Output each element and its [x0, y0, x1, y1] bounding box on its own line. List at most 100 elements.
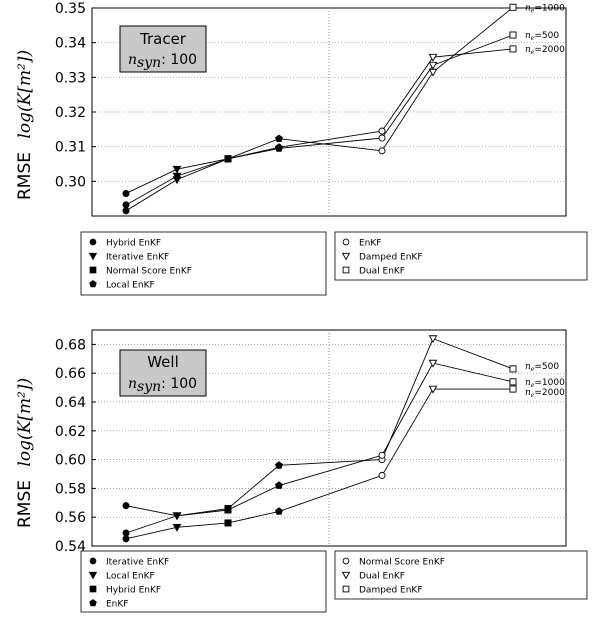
tracer-legend-left: Hybrid EnKF Iterative EnKF Normal Score En… — [80, 231, 327, 296]
well-ylabel-prefix: RMSE — [15, 480, 35, 528]
well-y-tick-label: 0.56 — [55, 510, 86, 526]
well-data-point — [122, 502, 130, 510]
well-y-tick-label: 0.62 — [55, 424, 86, 440]
well-legend-entry: Local EnKF — [106, 572, 155, 582]
well-box-nsyn: nsyn: 100 — [128, 376, 197, 395]
well-data-point — [275, 461, 283, 469]
tracer-end-point — [509, 31, 517, 39]
well-series-line-2 — [125, 388, 513, 540]
tracer-data-point — [122, 189, 130, 197]
well-data-point — [122, 529, 130, 537]
well-panel: 0.54 0.56 0.58 0.60 0.62 0.64 0.66 0.68 RMSE lo… — [15, 329, 588, 613]
well-legend-marker — [342, 557, 350, 565]
tracer-series — [122, 3, 517, 215]
tracer-end-label: ne=500 — [525, 31, 559, 42]
tracer-legend-entry: Local EnKF — [106, 281, 155, 291]
tracer-legend-right: EnKF Damped EnKF Dual EnKF — [334, 231, 588, 281]
well-end-point — [509, 385, 517, 393]
tracer-data-point — [378, 147, 386, 155]
tracer-y-tick-label: 0.34 — [55, 36, 86, 52]
tracer-data-point — [122, 201, 130, 209]
well-series — [122, 335, 517, 543]
well-y-tick-label: 0.66 — [55, 366, 86, 382]
tracer-info-box: Tracer nsyn: 100 — [119, 25, 207, 73]
tracer-legend-entry: Normal Score EnKF — [106, 267, 192, 277]
tracer-box-title: Tracer — [139, 30, 187, 48]
tracer-legend-entry: Hybrid EnKF — [106, 239, 161, 249]
tracer-y-tick-label: 0.33 — [55, 70, 86, 86]
tracer-ylabel-math: log(K[m²]) — [15, 50, 35, 139]
well-data-point — [172, 512, 182, 521]
well-data-point — [428, 335, 438, 344]
well-end-point — [509, 378, 517, 386]
well-box-title: Well — [147, 353, 179, 371]
well-end-label: ne=500 — [525, 362, 559, 373]
tracer-data-point — [224, 155, 232, 163]
well-data-point — [428, 385, 438, 394]
well-data-point — [224, 506, 232, 514]
well-legend-marker — [341, 571, 351, 580]
well-ylabel-math: log(K[m²]) — [15, 378, 35, 467]
well-legend-marker — [342, 585, 350, 593]
well-legend-entry: Dual EnKF — [359, 572, 405, 582]
well-legend-right: Normal Score EnKF Dual EnKF Damped EnKF — [334, 550, 588, 600]
tracer-legend-marker — [89, 238, 97, 246]
tracer-legend-entry: Damped EnKF — [359, 253, 423, 263]
tracer-y-tick-label: 0.32 — [55, 105, 86, 121]
well-legend-entry: Normal Score EnKF — [359, 558, 445, 568]
tracer-end-point — [509, 45, 517, 53]
well-end-label: ne=1000 — [525, 378, 565, 389]
well-y-tick-label: 0.64 — [55, 395, 86, 411]
tracer-panel: 0.30 0.31 0.32 0.33 0.34 0.35 RMSE log(K[m²])… — [15, 1, 588, 296]
tracer-legend-entry: Iterative EnKF — [106, 253, 169, 263]
tracer-y-tick-label: 0.30 — [55, 174, 86, 190]
tracer-end-label: ne=2000 — [525, 45, 565, 56]
well-data-point — [428, 359, 438, 368]
well-legend-marker — [89, 557, 97, 565]
tracer-legend-marker — [89, 266, 97, 274]
tracer-data-point — [378, 127, 386, 135]
tracer-ylabel-prefix: RMSE — [15, 152, 35, 200]
tracer-legend-marker — [89, 280, 97, 288]
well-info-box: Well nsyn: 100 — [119, 349, 207, 397]
well-y-ticks: 0.54 0.56 0.58 0.60 0.62 0.64 0.66 0.68 — [55, 337, 96, 555]
well-legend-marker — [88, 571, 98, 580]
well-data-point — [224, 519, 232, 527]
tracer-y-tick-label: 0.35 — [55, 1, 86, 17]
well-legend-marker — [89, 585, 97, 593]
well-legend-left: Iterative EnKF Local EnKF Hybrid EnKF EnKF — [80, 550, 327, 613]
tracer-legend-marker — [88, 252, 98, 261]
tracer-end-point — [509, 3, 517, 11]
tracer-y-ticks: 0.30 0.31 0.32 0.33 0.34 0.35 — [55, 1, 96, 190]
tracer-end-label: ne=1000 — [525, 3, 565, 14]
tracer-data-point — [122, 207, 130, 215]
well-legend-entry: Damped EnKF — [359, 586, 423, 596]
well-y-tick-label: 0.58 — [55, 481, 86, 497]
well-y-tick-label: 0.54 — [55, 539, 86, 555]
well-y-tick-label: 0.68 — [55, 337, 86, 353]
tracer-end-labels: ne=1000 ne=500 ne=2000 — [525, 3, 565, 56]
tracer-data-point — [428, 61, 438, 70]
tracer-data-point — [275, 134, 283, 143]
tracer-data-point — [378, 134, 386, 142]
tracer-series-line-2 — [125, 48, 514, 212]
tracer-data-point — [428, 68, 438, 77]
tracer-legend-entry: EnKF — [359, 239, 381, 249]
well-data-point — [275, 507, 283, 515]
well-y-tick-label: 0.60 — [55, 453, 86, 469]
well-data-point — [378, 451, 386, 459]
tracer-legend-marker — [342, 266, 350, 274]
tracer-y-axis-label: RMSE log(K[m²]) — [15, 50, 35, 200]
well-data-point — [378, 471, 386, 479]
well-data-point — [122, 535, 130, 543]
well-legend-entry: EnKF — [106, 600, 128, 610]
well-legend-entry: Iterative EnKF — [106, 558, 169, 568]
tracer-legend-marker — [342, 238, 350, 246]
tracer-data-point — [275, 143, 283, 151]
well-legend-marker — [89, 599, 97, 607]
well-end-point — [509, 365, 517, 373]
well-y-axis-label: RMSE log(K[m²]) — [15, 378, 35, 528]
tracer-legend-entry: Dual EnKF — [359, 267, 405, 277]
